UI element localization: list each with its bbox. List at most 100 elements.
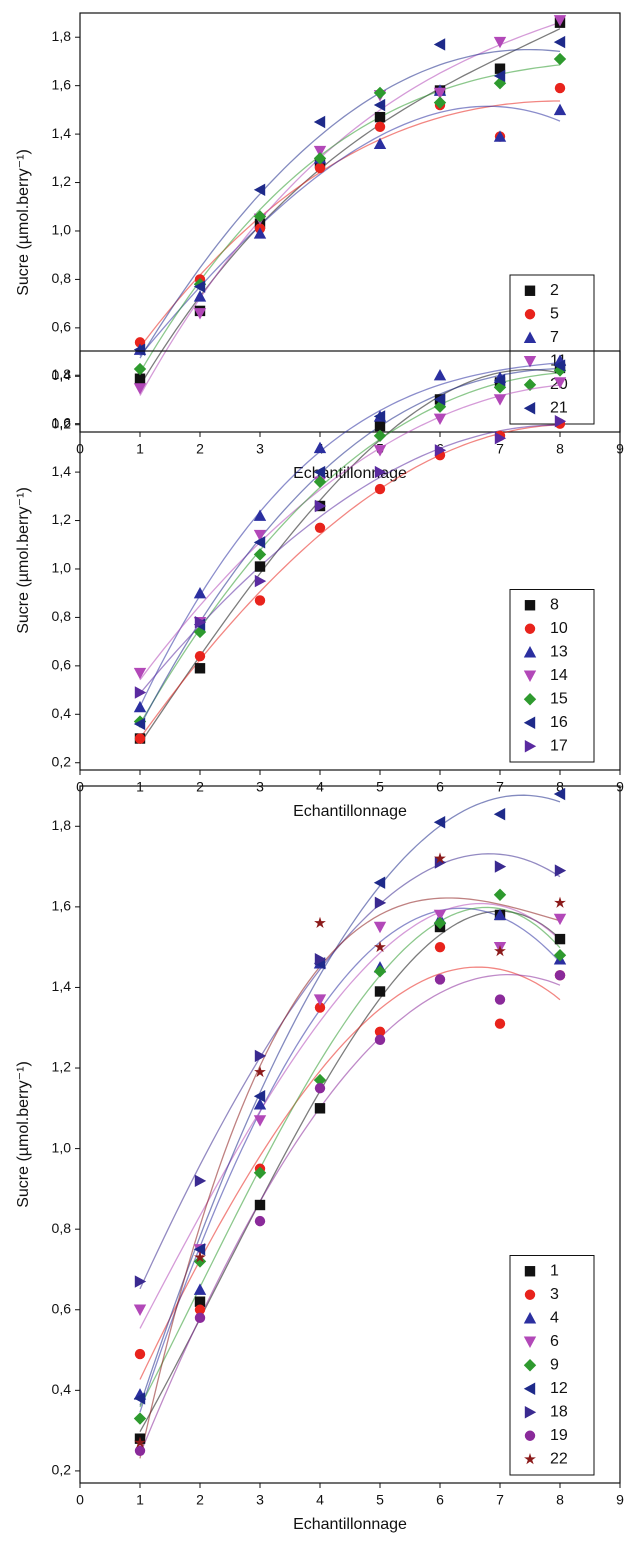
- x-axis-label: Echantillonnage: [293, 803, 407, 820]
- legend-label: 7: [550, 329, 559, 346]
- y-tick-label: 1,2: [52, 511, 72, 527]
- marker: [553, 949, 567, 962]
- marker: [433, 916, 447, 930]
- marker: [253, 1098, 267, 1110]
- marker: [254, 1065, 266, 1078]
- legend: 1 3 4 6 9 12 18 19 22: [509, 1255, 595, 1476]
- x-tick-label: 2: [196, 1492, 204, 1508]
- legend: 8 10 13 14 15 16 17: [509, 589, 595, 763]
- marker: [313, 475, 327, 488]
- marker: [433, 96, 447, 109]
- marker: [493, 69, 506, 83]
- marker: [193, 1243, 206, 1256]
- marker: [253, 529, 267, 542]
- marker: [254, 561, 266, 572]
- marker: [373, 86, 387, 100]
- marker: [194, 1312, 206, 1324]
- marker: [494, 63, 506, 74]
- legend-label: 5: [550, 305, 559, 322]
- marker: [134, 373, 146, 384]
- legend-label: 4: [550, 1309, 559, 1326]
- legend-marker: [523, 1336, 537, 1348]
- marker: [434, 941, 446, 953]
- trend-curve: [139, 897, 561, 1459]
- legend-label: 1: [550, 1262, 559, 1279]
- marker: [374, 465, 387, 479]
- y-tick-label: 1,4: [52, 463, 72, 479]
- marker: [433, 909, 447, 922]
- marker: [373, 137, 387, 149]
- y-tick-label: 1,0: [52, 222, 72, 238]
- trend-curve: [139, 64, 561, 373]
- trend-curve: [139, 853, 561, 1290]
- legend-marker: [524, 1406, 537, 1419]
- legend-label: 3: [550, 1286, 559, 1303]
- legend-label: 8: [550, 596, 559, 613]
- y-tick-label: 1,6: [52, 414, 72, 430]
- marker: [553, 15, 567, 27]
- legend-marker: [524, 285, 536, 296]
- marker: [313, 1073, 327, 1087]
- y-tick-label: 1,6: [52, 898, 72, 914]
- marker: [134, 1445, 146, 1456]
- legend-marker: [524, 623, 536, 634]
- plot-frame: [79, 350, 621, 771]
- x-tick-label: 3: [256, 1492, 264, 1508]
- trend-curve: [139, 973, 561, 1455]
- marker: [193, 290, 207, 302]
- plot-frame: [79, 785, 621, 1484]
- legend-marker: [524, 740, 537, 753]
- marker: [494, 1018, 506, 1029]
- marker: [374, 940, 386, 953]
- marker: [374, 420, 386, 432]
- marker: [314, 1103, 326, 1114]
- marker: [194, 1304, 206, 1315]
- marker: [553, 52, 567, 66]
- x-tick-label: 3: [256, 441, 264, 457]
- marker: [133, 362, 147, 376]
- marker: [373, 965, 387, 978]
- marker: [373, 876, 386, 889]
- marker: [433, 816, 446, 829]
- legend-label: 13: [550, 643, 568, 660]
- marker: [253, 536, 266, 549]
- legend-marker: [523, 331, 537, 343]
- marker: [133, 717, 146, 731]
- trend-curve: [139, 424, 561, 739]
- marker: [193, 1283, 207, 1295]
- x-tick-label: 7: [496, 441, 504, 457]
- y-tick-label: 1,6: [52, 76, 72, 92]
- legend-box: [509, 589, 595, 763]
- marker: [493, 908, 507, 921]
- marker: [313, 152, 327, 165]
- marker: [374, 896, 387, 910]
- x-tick-label: 8: [556, 779, 564, 795]
- legend-marker: [524, 1266, 536, 1277]
- marker: [554, 415, 567, 428]
- marker: [194, 1174, 207, 1188]
- y-tick-label: 0,6: [52, 657, 72, 673]
- x-tick-label: 1: [136, 1492, 144, 1508]
- marker: [133, 700, 147, 713]
- x-tick-label: 8: [556, 1492, 564, 1508]
- y-tick-label: 0,4: [52, 1381, 72, 1397]
- marker: [553, 787, 566, 801]
- marker: [253, 548, 267, 561]
- marker: [554, 896, 566, 908]
- marker: [134, 686, 147, 699]
- y-tick-label: 1,0: [52, 1139, 72, 1155]
- marker: [433, 87, 447, 100]
- marker: [374, 1034, 386, 1046]
- marker: [313, 994, 327, 1006]
- y-axis-label: Sucre (µmol.berry⁻¹): [15, 149, 32, 296]
- marker: [553, 103, 567, 116]
- marker: [133, 667, 147, 680]
- legend-marker: [524, 600, 536, 611]
- marker: [254, 595, 266, 606]
- x-tick-label: 7: [496, 1492, 504, 1508]
- x-tick-label: 1: [136, 441, 144, 457]
- marker: [373, 445, 387, 457]
- marker: [493, 373, 506, 387]
- x-tick-label: 4: [316, 1492, 324, 1508]
- legend-label: 9: [550, 1356, 559, 1373]
